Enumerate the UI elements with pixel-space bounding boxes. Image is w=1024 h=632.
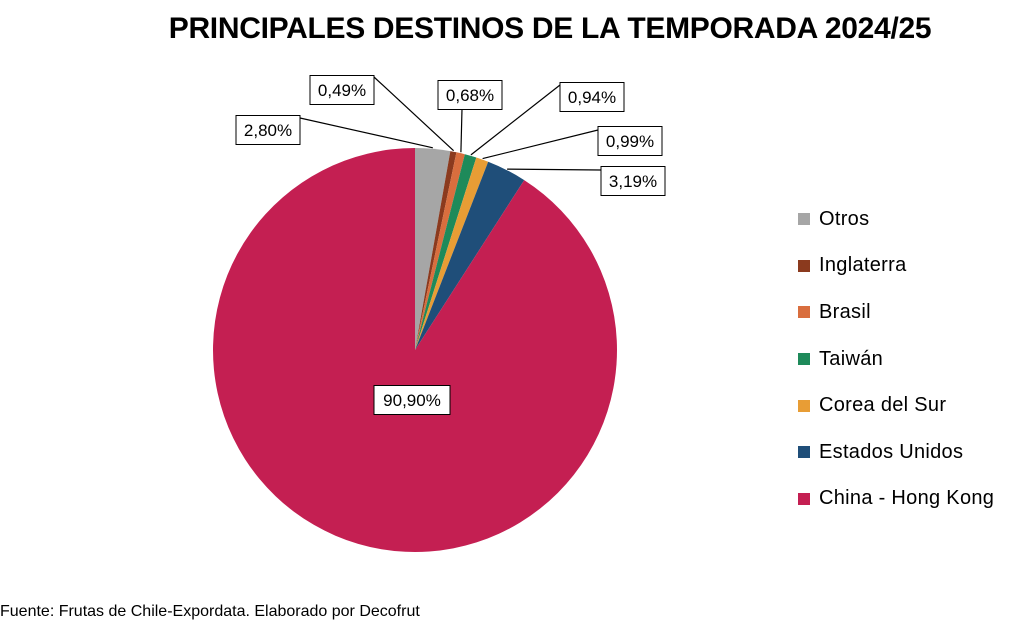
data-label-box-inglaterra	[309, 75, 375, 105]
source-note: Fuente: Frutas de Chile-Expordata. Elabo…	[0, 603, 420, 620]
chart-title: PRINCIPALES DESTINOS DE LA TEMPORADA 202…	[168, 12, 932, 45]
legend-item-otros: Otros	[798, 196, 994, 243]
legend-label: China - Hong Kong	[819, 487, 995, 510]
legend-swatch	[798, 306, 810, 319]
legend-swatch	[798, 353, 810, 366]
legend-swatch	[798, 213, 810, 226]
data-label-otros: 2,80%	[244, 121, 292, 140]
legend-label: Otros	[819, 207, 870, 230]
legend-label: Inglaterra	[819, 254, 907, 277]
leader-line-otros	[299, 117, 433, 149]
legend-label: Brasil	[819, 300, 871, 323]
legend-swatch	[798, 492, 810, 505]
leader-line-taiwan	[470, 84, 561, 156]
data-label-box-brasil	[437, 80, 503, 110]
legend-label: Taiwán	[819, 347, 884, 370]
pie-slice-estados-unidos	[415, 161, 525, 350]
data-label-box-china-hong-kong	[373, 385, 451, 415]
legend-item-estados-unidos: Estados Unidos	[798, 429, 994, 476]
legend-swatch	[798, 446, 810, 459]
legend-swatch	[798, 399, 810, 412]
pie-slice-china-hong-kong	[213, 148, 618, 552]
pie-slice-taiwan	[415, 154, 477, 350]
pie-slice-brasil	[415, 152, 465, 350]
pie-slice-otros	[415, 148, 451, 350]
leader-line-inglaterra	[373, 76, 455, 152]
data-label-box-estados-unidos	[600, 166, 666, 196]
data-label-box-otros	[235, 115, 301, 145]
data-label-box-corea-del-sur	[597, 126, 663, 156]
pie-chart: 2,80% 0,49% 0,68% 0,94% 0,99% 3,19% 90,90%	[213, 75, 666, 552]
data-label-box-taiwan	[559, 82, 625, 112]
legend-item-china-hong-kong: China - Hong Kong	[798, 476, 994, 523]
legend-item-corea-del-sur: Corea del Sur	[798, 382, 994, 429]
pie-slice-corea-del-sur	[415, 157, 489, 350]
leader-line-estados-unidos	[507, 168, 602, 171]
leader-line-corea-del-sur	[482, 129, 599, 160]
legend-label: Estados Unidos	[819, 440, 964, 463]
legend-swatch	[798, 259, 810, 272]
legend-item-brasil: Brasil	[798, 289, 994, 336]
leader-line-brasil	[460, 108, 463, 153]
data-label-taiwan: 0,94%	[568, 88, 616, 107]
data-label-estados-unidos: 3,19%	[609, 172, 657, 191]
pie-slice-inglaterra	[415, 151, 457, 350]
chart-legend: Otros Inglaterra Brasil Taiwán Corea del Sur…	[798, 196, 994, 522]
legend-item-inglaterra: Inglaterra	[798, 243, 994, 290]
data-label-china-hong-kong: 90,90%	[383, 391, 441, 410]
legend-item-taiwan: Taiwán	[798, 336, 994, 383]
legend-label: Corea del Sur	[819, 394, 947, 417]
data-label-corea-del-sur: 0,99%	[606, 132, 654, 151]
data-label-brasil: 0,68%	[446, 86, 494, 105]
data-label-inglaterra: 0,49%	[318, 81, 366, 100]
